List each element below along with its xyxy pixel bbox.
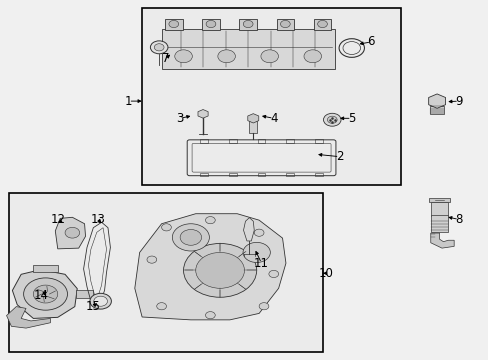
Circle shape bbox=[217, 50, 235, 63]
Bar bbox=[257, 139, 265, 143]
Circle shape bbox=[154, 44, 163, 51]
Circle shape bbox=[280, 21, 289, 28]
Text: 11: 11 bbox=[254, 257, 268, 270]
Circle shape bbox=[205, 312, 215, 319]
Bar bbox=[202, 19, 219, 30]
Text: 8: 8 bbox=[454, 213, 462, 226]
Text: 1: 1 bbox=[124, 95, 132, 108]
Circle shape bbox=[157, 303, 166, 310]
Circle shape bbox=[243, 21, 252, 28]
Bar bbox=[249, 121, 257, 134]
Text: 13: 13 bbox=[91, 213, 105, 226]
Text: 15: 15 bbox=[86, 300, 101, 313]
Bar bbox=[161, 30, 334, 69]
Bar bbox=[9, 193, 322, 352]
Circle shape bbox=[268, 270, 278, 278]
Circle shape bbox=[259, 303, 268, 310]
Text: 14: 14 bbox=[33, 289, 48, 302]
Text: 2: 2 bbox=[335, 150, 343, 163]
Text: 12: 12 bbox=[51, 213, 65, 226]
Circle shape bbox=[183, 243, 256, 297]
Circle shape bbox=[254, 229, 264, 236]
Circle shape bbox=[147, 256, 157, 263]
Bar bbox=[228, 173, 236, 176]
Bar bbox=[200, 173, 208, 176]
Bar bbox=[313, 19, 330, 30]
Polygon shape bbox=[6, 307, 50, 328]
Bar bbox=[164, 19, 182, 30]
Bar bbox=[276, 19, 293, 30]
Bar bbox=[76, 290, 93, 298]
Circle shape bbox=[317, 21, 327, 28]
Bar bbox=[286, 139, 293, 143]
Polygon shape bbox=[12, 270, 77, 319]
Circle shape bbox=[174, 50, 192, 63]
Polygon shape bbox=[430, 233, 453, 248]
Circle shape bbox=[172, 224, 209, 251]
Polygon shape bbox=[428, 94, 445, 108]
Bar bbox=[314, 139, 322, 143]
Bar bbox=[142, 8, 400, 185]
Circle shape bbox=[323, 113, 340, 126]
Circle shape bbox=[243, 242, 270, 262]
Circle shape bbox=[205, 21, 215, 28]
Polygon shape bbox=[198, 109, 208, 118]
Circle shape bbox=[23, 278, 67, 310]
Polygon shape bbox=[247, 114, 258, 123]
Text: 4: 4 bbox=[269, 112, 277, 125]
Circle shape bbox=[168, 21, 178, 28]
Text: 10: 10 bbox=[318, 267, 333, 280]
Circle shape bbox=[33, 285, 58, 303]
Bar bbox=[428, 198, 449, 202]
Circle shape bbox=[150, 41, 167, 54]
Circle shape bbox=[261, 50, 278, 63]
Text: 5: 5 bbox=[347, 112, 355, 125]
Circle shape bbox=[327, 116, 336, 123]
Circle shape bbox=[161, 224, 171, 231]
Polygon shape bbox=[55, 217, 85, 249]
Bar bbox=[257, 173, 265, 176]
Circle shape bbox=[195, 252, 244, 288]
Circle shape bbox=[65, 227, 80, 238]
Polygon shape bbox=[135, 214, 285, 320]
Bar bbox=[429, 106, 443, 114]
Circle shape bbox=[94, 296, 107, 306]
Circle shape bbox=[90, 293, 111, 309]
Bar bbox=[314, 173, 322, 176]
Bar bbox=[239, 19, 256, 30]
Bar bbox=[33, 265, 58, 272]
Text: 3: 3 bbox=[176, 112, 183, 125]
Text: 9: 9 bbox=[454, 95, 462, 108]
Bar bbox=[228, 139, 236, 143]
Bar bbox=[430, 202, 447, 216]
Bar bbox=[430, 215, 447, 232]
Bar bbox=[286, 173, 293, 176]
Circle shape bbox=[205, 217, 215, 224]
Text: 6: 6 bbox=[367, 35, 374, 49]
Circle shape bbox=[304, 50, 321, 63]
Text: 7: 7 bbox=[162, 52, 169, 65]
Circle shape bbox=[180, 229, 201, 245]
Bar bbox=[200, 139, 208, 143]
